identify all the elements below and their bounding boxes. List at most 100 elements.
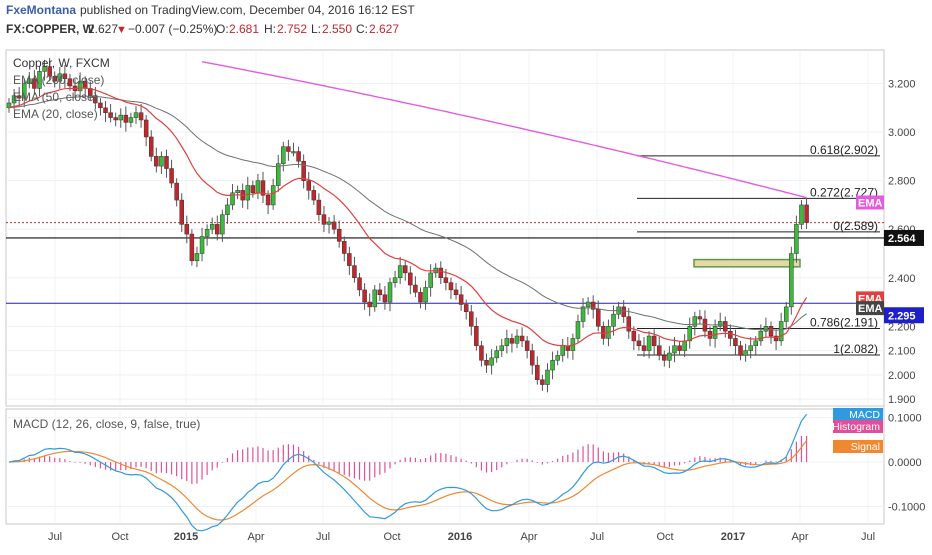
- candle-body: [504, 338, 510, 346]
- candle-body: [408, 272, 413, 286]
- candle-body: [783, 306, 789, 322]
- candle-body: [230, 192, 235, 206]
- horizontal-levels: 0.618(2.902)0.272(2.727)0(2.589)0.786(2.…: [6, 143, 884, 356]
- target-zone: [693, 258, 801, 268]
- time-tick-label: Apr: [791, 531, 808, 543]
- candle-body: [311, 190, 317, 201]
- ema50-line: [8, 95, 807, 331]
- signal-line: [8, 440, 808, 521]
- candle-body: [728, 330, 733, 339]
- candle-body: [575, 321, 581, 339]
- candle-body: [712, 326, 718, 339]
- candle-body: [768, 326, 774, 337]
- price-pane[interactable]: [5, 49, 885, 407]
- candle-body: [331, 221, 337, 230]
- fib-level-label: 0.618(2.902): [810, 143, 878, 157]
- candle-body: [753, 340, 759, 346]
- high-label: H:: [264, 22, 276, 36]
- price-tick-label: 2.000: [888, 370, 916, 382]
- candle-body: [204, 228, 210, 237]
- candle-body: [580, 306, 586, 322]
- candle-body: [758, 330, 764, 342]
- time-tick-label: Oct: [383, 531, 400, 543]
- candle-body: [702, 318, 708, 332]
- candle-body: [428, 272, 433, 288]
- legend-ema200[interactable]: EMA (200, close): [13, 73, 104, 87]
- candle-body: [799, 204, 804, 225]
- ema20-line: [8, 87, 808, 347]
- ema200-line: [201, 61, 807, 199]
- candle-body: [138, 112, 144, 121]
- candle-body: [11, 95, 17, 104]
- candle-body: [255, 180, 261, 194]
- candle-body: [215, 224, 220, 235]
- time-tick-label: 2015: [174, 531, 198, 543]
- candle-body: [209, 224, 215, 230]
- candle-body: [484, 360, 489, 366]
- candle-body: [316, 199, 322, 215]
- legend-instrument: Copper, W, FXCM: [13, 56, 110, 70]
- candle-body: [748, 345, 753, 351]
- candle-body: [67, 78, 73, 87]
- candle-body: [321, 214, 327, 225]
- price-tick-label: 2.100: [888, 346, 916, 358]
- candle-body: [687, 326, 692, 342]
- candle-body: [301, 160, 306, 181]
- candles: [6, 57, 809, 393]
- macd-tick-label: 0.1000: [888, 413, 922, 425]
- candle-body: [677, 345, 682, 351]
- candle-body: [189, 233, 195, 262]
- candle-body: [555, 355, 560, 361]
- candle-body: [154, 156, 159, 167]
- legend-ema50[interactable]: EMA (50, close): [13, 90, 98, 104]
- legend-macd[interactable]: MACD (12, 26, close, 9, false, true): [13, 417, 200, 431]
- candle-body: [57, 73, 63, 82]
- candle-body: [402, 265, 408, 274]
- price-tick-label: 2.200: [888, 321, 916, 333]
- candle-body: [469, 311, 474, 327]
- grid: [6, 52, 884, 522]
- candle-body: [194, 253, 200, 262]
- candle-body: [697, 316, 703, 320]
- macd-series-tag: Histogram: [832, 421, 880, 433]
- candle-body: [540, 379, 545, 385]
- candle-body: [113, 117, 118, 121]
- candle-body: [275, 163, 281, 186]
- candle-body: [265, 194, 271, 206]
- candle-body: [585, 301, 591, 308]
- candle-body: [794, 224, 799, 254]
- candle-body: [413, 284, 418, 293]
- candle-body: [377, 289, 383, 296]
- candle-body: [184, 224, 190, 235]
- candle-body: [108, 112, 113, 118]
- low-value: 2.550: [322, 22, 352, 36]
- candle-body: [717, 321, 723, 327]
- macd-series-tag: Signal: [851, 441, 880, 453]
- candle-body: [804, 204, 809, 223]
- candle-body: [443, 277, 449, 283]
- author-name[interactable]: FxeMontana: [6, 3, 76, 17]
- candle-body: [509, 338, 515, 344]
- candle-body: [453, 289, 459, 296]
- legend-ema20[interactable]: EMA (20, close): [13, 107, 98, 121]
- candle-body: [148, 136, 154, 157]
- candle-body: [16, 95, 22, 99]
- candle-body: [590, 301, 596, 310]
- candle-body: [763, 326, 769, 332]
- candle-body: [545, 369, 550, 385]
- candle-body: [382, 294, 388, 303]
- macd-tag-bg: [833, 420, 883, 433]
- last-price-tag-bg: [884, 229, 924, 246]
- time-tick-label: Apr: [520, 531, 537, 543]
- candle-body: [397, 265, 403, 279]
- candle-body: [62, 73, 68, 79]
- candle-body: [199, 236, 205, 254]
- published-note: published on TradingView.com, December 0…: [80, 3, 415, 17]
- macd-tag-bg: [833, 408, 883, 421]
- candle-body: [123, 114, 129, 123]
- candle-body: [42, 66, 47, 72]
- level-tag-bg: [884, 307, 924, 324]
- ema50-tag-bg: [856, 301, 884, 316]
- candle-body: [611, 313, 616, 327]
